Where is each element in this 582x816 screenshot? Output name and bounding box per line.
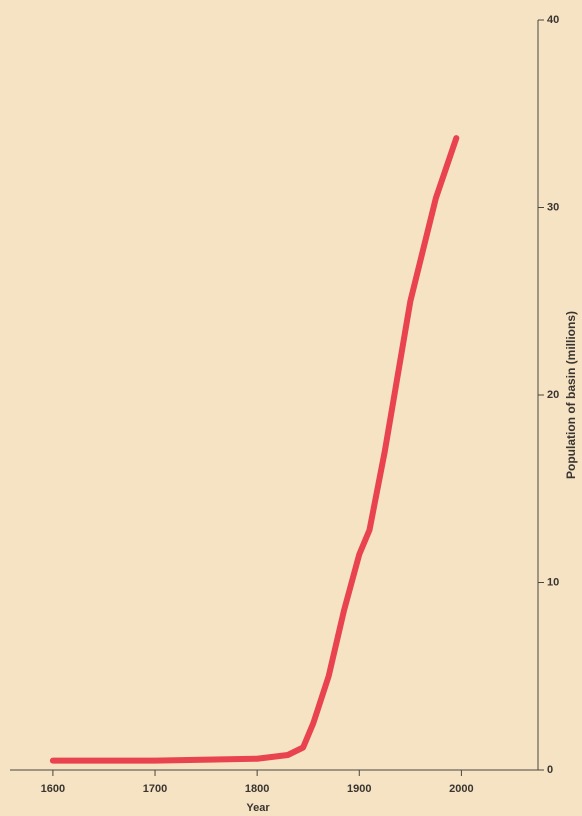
- y-tick-label: 30: [547, 201, 559, 213]
- y-tick-label: 10: [547, 576, 559, 588]
- y-tick-label: 0: [547, 764, 553, 776]
- x-tick-label: 1900: [347, 783, 371, 795]
- x-tick-label: 2000: [449, 783, 473, 795]
- x-tick-label: 1800: [245, 783, 269, 795]
- x-axis-label: Year: [246, 802, 270, 814]
- y-tick-label: 40: [547, 14, 559, 26]
- y-axis-label: Population of basin (millions): [564, 311, 578, 479]
- data-line: [49, 135, 460, 764]
- y-tick-label: 20: [547, 389, 559, 401]
- x-tick-label: 1700: [143, 783, 167, 795]
- x-tick-label: 1600: [41, 783, 65, 795]
